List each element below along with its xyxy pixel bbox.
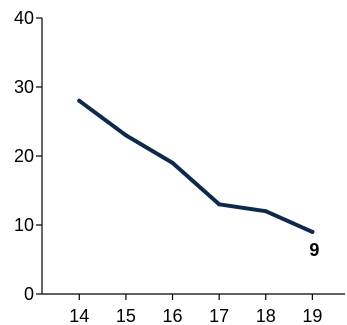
- axes: [41, 18, 345, 295]
- data-point: [310, 229, 315, 234]
- data-point: [217, 202, 222, 207]
- y-tick-label: 0: [24, 284, 34, 304]
- data-point: [77, 98, 82, 103]
- x-tick-label: 19: [302, 306, 322, 325]
- y-tick-label: 20: [14, 146, 34, 166]
- x-tick-label: 18: [256, 306, 276, 325]
- series-line: [77, 98, 315, 234]
- y-tick-label: 40: [14, 8, 34, 28]
- x-axis-ticks: 14 15 16 17 18 19: [69, 294, 322, 325]
- y-axis-ticks: 0 10 20 30 40: [14, 8, 42, 304]
- data-label: 9: [309, 240, 319, 260]
- data-point: [123, 133, 128, 138]
- y-tick-label: 30: [14, 77, 34, 97]
- x-tick-label: 15: [116, 306, 136, 325]
- x-tick-label: 14: [69, 306, 89, 325]
- y-tick-label: 10: [14, 215, 34, 235]
- data-labels: 9: [309, 240, 319, 260]
- x-tick-label: 17: [209, 306, 229, 325]
- series-group: [77, 98, 315, 234]
- data-point: [170, 160, 175, 165]
- data-point: [263, 209, 268, 214]
- x-tick-label: 16: [163, 306, 183, 325]
